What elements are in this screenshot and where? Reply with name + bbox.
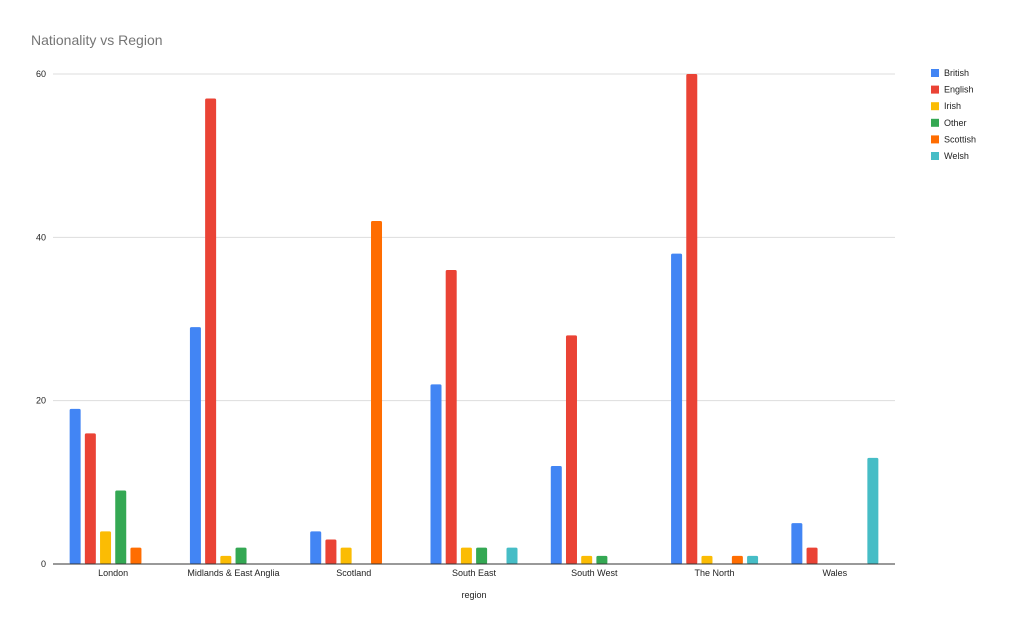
x-axis-ticks: London Midlands & East Anglia Scotland Sout… <box>98 568 848 578</box>
bar-english-south-west <box>565 335 577 564</box>
legend-swatch-welsh <box>931 152 939 160</box>
legend-label-other: Other <box>944 118 967 128</box>
bar-british-south-east <box>430 384 442 564</box>
x-tick-label: The North <box>695 568 735 578</box>
bar-other-midlands-east-anglia <box>235 547 247 564</box>
x-tick-label: Wales <box>823 568 848 578</box>
bars <box>69 74 879 564</box>
legend-label-welsh: Welsh <box>944 151 969 161</box>
x-tick-label: South East <box>452 568 497 578</box>
bar-british-wales <box>791 523 803 564</box>
y-tick-label: 0 <box>41 559 46 569</box>
legend: British English Irish Other Scottish Welsh <box>931 68 976 161</box>
bar-british-south-west <box>550 466 562 564</box>
legend-label-irish: Irish <box>944 101 961 111</box>
bar-welsh-the-north <box>747 555 759 564</box>
legend-label-scottish: Scottish <box>944 134 976 144</box>
bar-irish-south-east <box>460 547 472 564</box>
legend-label-english: English <box>944 85 974 95</box>
bar-scottish-scotland <box>371 221 383 564</box>
bar-english-the-north <box>686 74 698 564</box>
legend-label-british: British <box>944 68 969 78</box>
bar-english-wales <box>806 547 818 564</box>
bar-scottish-london <box>130 547 142 564</box>
legend-swatch-english <box>931 85 939 94</box>
bar-welsh-south-east <box>506 547 518 564</box>
y-tick-label: 20 <box>36 396 46 406</box>
x-tick-label: London <box>98 568 128 578</box>
bar-british-midlands-east-anglia <box>189 327 201 564</box>
bar-other-london <box>115 490 127 564</box>
legend-swatch-irish <box>931 102 939 111</box>
bar-other-south-west <box>596 555 608 564</box>
legend-swatch-other <box>931 118 939 127</box>
bar-irish-south-west <box>581 555 593 564</box>
bar-british-scotland <box>310 531 322 564</box>
x-axis-title: region <box>461 590 486 600</box>
bar-english-scotland <box>325 539 337 564</box>
x-tick-label: Midlands & East Anglia <box>187 568 279 578</box>
bar-british-the-north <box>671 253 683 564</box>
bar-british-london <box>69 408 81 564</box>
bar-scottish-the-north <box>731 555 743 564</box>
y-axis-ticks: 0 20 40 60 <box>36 69 46 569</box>
bar-welsh-wales <box>867 457 879 564</box>
bar-irish-scotland <box>340 547 352 564</box>
bar-english-south-east <box>445 270 457 564</box>
bar-english-london <box>84 433 96 564</box>
gridlines <box>53 73 895 402</box>
legend-swatch-scottish <box>931 135 939 144</box>
chart-title: Nationality vs Region <box>31 32 163 48</box>
legend-swatch-british <box>931 69 939 77</box>
y-tick-label: 60 <box>36 69 46 79</box>
bar-english-midlands-east-anglia <box>205 98 217 564</box>
bar-irish-london <box>100 531 112 564</box>
y-tick-label: 40 <box>36 232 46 242</box>
bar-irish-the-north <box>701 555 713 564</box>
bar-other-south-east <box>476 547 488 564</box>
x-tick-label: South West <box>571 568 618 578</box>
bar-irish-midlands-east-anglia <box>220 555 232 564</box>
x-tick-label: Scotland <box>336 568 371 578</box>
